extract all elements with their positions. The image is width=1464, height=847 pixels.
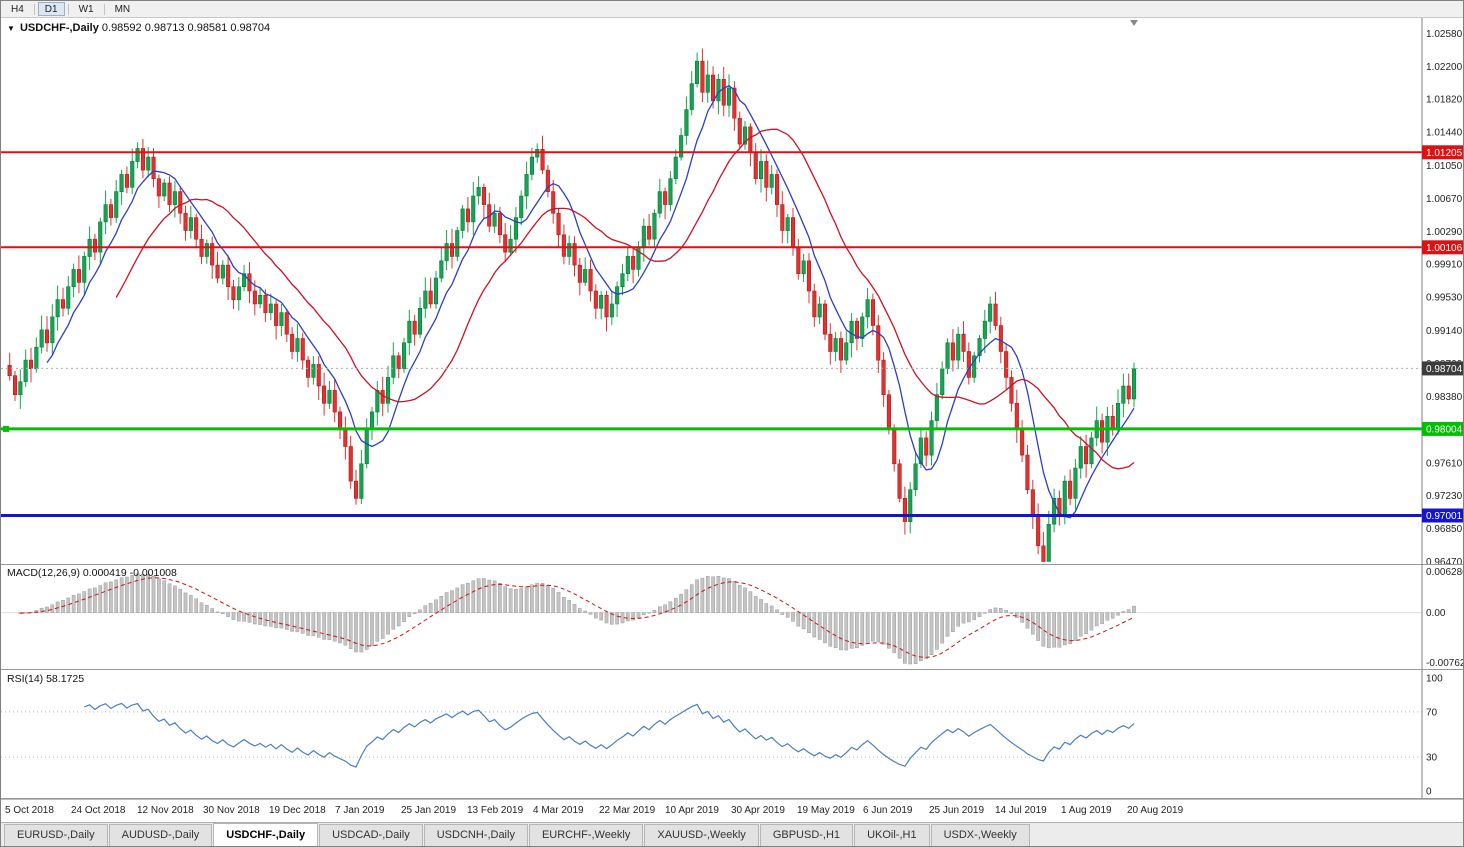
date-label: 30 Apr 2019	[731, 805, 785, 816]
date-label: 25 Jun 2019	[929, 805, 985, 816]
date-label: 5 Oct 2018	[5, 805, 54, 816]
date-label: 13 Feb 2019	[467, 805, 524, 816]
svg-text:1.01440: 1.01440	[1426, 128, 1463, 139]
chart-tab-eurchfweekly[interactable]: EURCHF-,Weekly	[528, 824, 644, 846]
ohlc-values: 0.98592 0.98713 0.98581 0.98704	[101, 22, 271, 34]
chart-tab-usdcnhdaily[interactable]: USDCNH-,Daily	[423, 824, 528, 846]
date-label: 6 Jun 2019	[863, 805, 913, 816]
svg-text:0.98004: 0.98004	[1426, 424, 1463, 435]
current-price-badge: 0.98704	[1422, 361, 1463, 376]
svg-text:0.96470: 0.96470	[1426, 557, 1463, 564]
svg-text:0.97001: 0.97001	[1426, 511, 1463, 522]
chart-shift-marker	[1130, 20, 1138, 26]
svg-text:70: 70	[1426, 707, 1438, 718]
svg-text:1.01820: 1.01820	[1426, 95, 1463, 106]
timeframe-toolbar: H4 D1 W1 MN	[1, 1, 1463, 18]
symbol-title: USDCHF-,Daily	[19, 22, 99, 34]
macd-indicator-label: MACD(12,26,9) 0.000419 -0.001008	[7, 567, 177, 579]
svg-text:1.00290: 1.00290	[1426, 227, 1463, 238]
date-label: 19 Dec 2018	[269, 805, 326, 816]
svg-text:0.00: 0.00	[1426, 608, 1446, 619]
svg-text:1.02580: 1.02580	[1426, 29, 1463, 40]
time-axis[interactable]: 5 Oct 2018 24 Oct 2018 12 Nov 2018 30 Nov 2…	[1, 799, 1463, 821]
chart-tab-usdcaddaily[interactable]: USDCAD-,Daily	[319, 824, 423, 846]
svg-text:1.00106: 1.00106	[1426, 243, 1463, 254]
chart-tab-gbpusdh1[interactable]: GBPUSD-,H1	[759, 824, 854, 846]
date-label: 24 Oct 2018	[71, 805, 126, 816]
svg-text:1.00670: 1.00670	[1426, 194, 1463, 205]
svg-text:100: 100	[1426, 674, 1443, 685]
chart-tab-usdchfdaily[interactable]: USDCHF-,Daily	[213, 823, 319, 846]
price-badge: 0.97001	[1422, 508, 1463, 523]
date-label: 12 Nov 2018	[137, 805, 194, 816]
date-label: 22 Mar 2019	[599, 805, 656, 816]
timeframe-button-d1[interactable]: D1	[37, 2, 65, 16]
svg-text:0.97230: 0.97230	[1426, 491, 1463, 502]
toolbar-separator	[67, 3, 69, 15]
ma-slow-line	[115, 128, 1135, 470]
svg-text:0.97610: 0.97610	[1426, 458, 1463, 469]
toolbar-separator	[33, 3, 35, 15]
date-label: 10 Apr 2019	[665, 805, 719, 816]
chart-tab-audusddaily[interactable]: AUDUSD-,Daily	[108, 824, 213, 846]
rsi-indicator-label: RSI(14) 58.1725	[7, 673, 85, 685]
chart-tab-ukoilh1[interactable]: UKOil-,H1	[854, 824, 930, 846]
svg-text:0: 0	[1426, 787, 1432, 798]
svg-text:0.98380: 0.98380	[1426, 392, 1463, 403]
rsi-line	[84, 702, 1135, 768]
timeframe-button-h4[interactable]: H4	[11, 4, 24, 15]
rsi-axis[interactable]: 100 70 30 0	[1421, 670, 1443, 799]
hline-handle	[3, 425, 9, 432]
chart-tab-eurusddaily[interactable]: EURUSD-,Daily	[4, 824, 108, 846]
svg-text:0.006286: 0.006286	[1426, 567, 1464, 578]
svg-text:0.99910: 0.99910	[1426, 260, 1463, 271]
price-chart-canvas[interactable]: 1.02580 1.02200 1.01820 1.01440 1.01050 1.006…	[1, 18, 1464, 564]
svg-text:1.01205: 1.01205	[1426, 148, 1463, 159]
macd-panel-canvas[interactable]: 0.006286 0.00 -0.00762	[1, 564, 1464, 670]
price-badge: 0.98004	[1422, 421, 1463, 436]
date-label: 1 Aug 2019	[1061, 805, 1112, 816]
macd-signal-line	[20, 577, 1135, 658]
candles	[7, 48, 1137, 562]
svg-text:-0.00762: -0.00762	[1426, 658, 1464, 669]
price-badge: 1.00106	[1422, 240, 1463, 255]
svg-text:1.01050: 1.01050	[1426, 161, 1463, 172]
macd-axis[interactable]: 0.006286 0.00 -0.00762	[1421, 564, 1464, 670]
rsi-panel-canvas[interactable]: 100 70 30 0	[1, 670, 1464, 799]
svg-text:30: 30	[1426, 753, 1438, 764]
svg-text:0.99530: 0.99530	[1426, 293, 1463, 304]
date-label: 20 Aug 2019	[1127, 805, 1184, 816]
price-axis[interactable]: 1.02580 1.02200 1.01820 1.01440 1.01050 1.006…	[1421, 18, 1464, 564]
date-label: 14 Jul 2019	[995, 805, 1047, 816]
date-label: 7 Jan 2019	[335, 805, 385, 816]
timeframe-button-w1[interactable]: W1	[78, 4, 94, 15]
date-label: 30 Nov 2018	[203, 805, 260, 816]
horizontal-lines[interactable]	[1, 151, 1422, 517]
chart-tabs-bar: EURUSD-,Daily AUDUSD-,Daily USDCHF-,Daily U…	[1, 822, 1463, 846]
symbol-dropdown-icon[interactable]: ▼	[7, 24, 15, 33]
svg-text:0.96850: 0.96850	[1426, 524, 1463, 535]
toolbar-separator	[103, 3, 105, 15]
chart-tab-usdxweekly[interactable]: USDX-,Weekly	[930, 824, 1030, 846]
svg-text:1.02200: 1.02200	[1426, 62, 1463, 73]
date-label: 25 Jan 2019	[401, 805, 457, 816]
price-badge: 1.01205	[1422, 145, 1463, 160]
date-label: 19 May 2019	[797, 805, 855, 816]
timeframe-button-mn[interactable]: MN	[114, 4, 131, 15]
date-label: 4 Mar 2019	[533, 805, 584, 816]
chart-header: ▼ USDCHF-,Daily 0.98592 0.98713 0.98581 …	[7, 22, 270, 34]
ma-fast-line	[46, 84, 1135, 519]
macd-histogram	[18, 573, 1136, 665]
svg-text:0.98704: 0.98704	[1426, 364, 1463, 375]
chart-tab-xauusdweekly[interactable]: XAUUSD-,Weekly	[644, 824, 759, 846]
svg-text:0.99140: 0.99140	[1426, 326, 1463, 337]
